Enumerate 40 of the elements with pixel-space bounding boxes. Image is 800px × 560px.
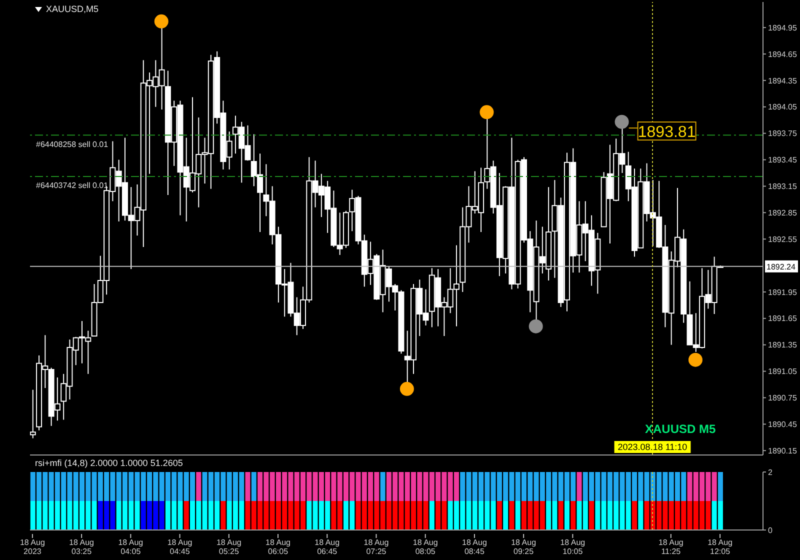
ref-line-label: 1892.24 bbox=[766, 262, 796, 272]
x-tick-label: 18 Aug 06:05 bbox=[266, 538, 290, 556]
y-tick-label: 1891.35 bbox=[768, 340, 798, 350]
y-tick-label: 1894.95 bbox=[768, 23, 798, 32]
y-tick-label: 1890.45 bbox=[768, 420, 798, 429]
y-tick-label: 1891.05 bbox=[768, 367, 798, 376]
x-tick-label: 18 Aug 2023 bbox=[20, 538, 45, 556]
x-tick-label: 18 Aug 06:45 bbox=[314, 538, 340, 556]
y-tick-label: 1894.05 bbox=[768, 102, 798, 112]
annotation: 1893.81 bbox=[638, 124, 696, 142]
x-tick-label: 18 Aug 07:25 bbox=[364, 538, 389, 556]
ref-line-label: #64403742 sell 0.01 bbox=[36, 181, 109, 190]
chart-title: XAUUSD,M5 bbox=[46, 4, 99, 14]
chart-title: rsi+mfi (14,8) 2.0000 1.0000 51.2605 bbox=[35, 458, 183, 468]
x-tick-label: 18 Aug 10:05 bbox=[560, 538, 586, 556]
x-tick-label: 18 Aug 03:25 bbox=[69, 538, 94, 556]
y-tick-label: 1892.85 bbox=[768, 208, 798, 218]
y-tick-label: 1893.15 bbox=[768, 182, 798, 192]
x-tick-label: 18 Aug 04:45 bbox=[167, 538, 192, 556]
y-tick-label: 1894.65 bbox=[768, 50, 798, 59]
x-tick-label: 18 Aug 04:05 bbox=[118, 538, 144, 556]
y-tick-label: 1891.95 bbox=[768, 288, 798, 297]
x-tick-label: 18 Aug 12:05 bbox=[708, 538, 732, 556]
y-tick-label: 1890.75 bbox=[768, 394, 798, 403]
x-tick-label: 18 Aug 05:25 bbox=[216, 538, 242, 556]
y-tick-label: 0 bbox=[768, 526, 773, 535]
x-tick-label: 18 Aug 08:05 bbox=[412, 538, 438, 556]
x-tick-label: 18 Aug 08:45 bbox=[462, 538, 487, 556]
x-tick-label: 18 Aug 09:25 bbox=[511, 538, 536, 556]
y-tick-label: 1891.65 bbox=[768, 314, 798, 324]
y-tick-label: 2 bbox=[768, 468, 773, 477]
y-tick-label: 1893.45 bbox=[768, 156, 798, 165]
y-tick-label: 1894.35 bbox=[768, 76, 798, 86]
ref-line-label: #64408258 sell 0.01 bbox=[36, 140, 109, 149]
y-tick-label: 1892.55 bbox=[768, 234, 798, 244]
x-tick-label: 18 Aug 11:25 bbox=[658, 538, 684, 556]
annotation: XAUUSD M5 bbox=[645, 422, 716, 436]
y-tick-label: 1893.75 bbox=[768, 129, 798, 138]
y-tick-label: 1890.15 bbox=[768, 446, 798, 456]
ref-line-label: 2023.08.18 11:10 bbox=[618, 442, 688, 452]
